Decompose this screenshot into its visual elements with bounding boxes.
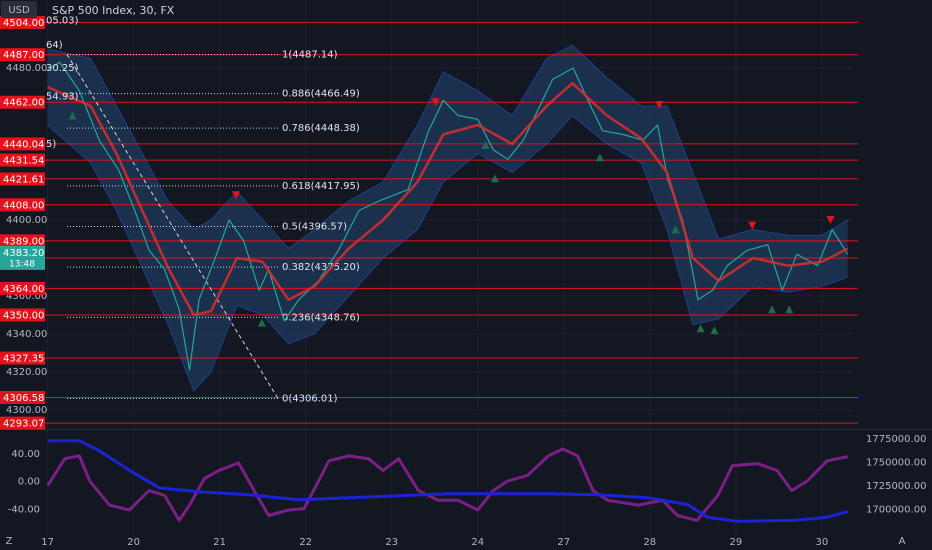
price-line-badge: [0, 137, 45, 151]
price-line-badge: [0, 234, 45, 248]
signal-down: [655, 101, 664, 110]
currency-badge[interactable]: [1, 1, 37, 18]
signal-down: [431, 98, 440, 107]
y2-tick-label: 1750000.00: [866, 457, 926, 468]
price-line-label: 4421.61: [3, 174, 44, 185]
price-line-badge: [0, 198, 45, 212]
fib-label: 0(4306.01): [282, 394, 338, 405]
price-line-badge: [0, 153, 45, 167]
y-tick-label: 4400.00: [6, 215, 47, 226]
y-tick-label: -40.00: [8, 504, 40, 515]
y2-tick-label: 1725000.00: [866, 481, 926, 492]
price-line-badge: [0, 281, 45, 295]
fib-label: 0.618(4417.95): [282, 181, 360, 192]
price-line-badge: [0, 416, 45, 430]
price-line-label: 4462.00: [3, 98, 44, 109]
fib-label: 0.886(4466.49): [282, 89, 360, 100]
last-price-badge: [0, 245, 45, 270]
price-line-badge: [0, 351, 45, 365]
signal-up: [490, 174, 499, 183]
zoom-button[interactable]: Z: [6, 536, 13, 547]
currency[interactable]: USD: [8, 5, 30, 16]
signal-down: [748, 221, 757, 230]
price-line-label: 4408.00: [3, 200, 44, 211]
price-line-label: 4293.07: [3, 419, 44, 430]
x-tick-label: 22: [299, 537, 312, 548]
band-upper: [47, 44, 848, 250]
price-line-label: 4350.00: [3, 310, 44, 321]
signal-up: [767, 305, 776, 314]
last-time: 13:48: [9, 259, 35, 269]
x-tick-label: 23: [385, 537, 398, 548]
signal-up: [710, 326, 719, 335]
x-tick-label: 29: [729, 537, 742, 548]
chart-title: S&P 500 Index, 30, FX: [52, 4, 175, 17]
signal-up: [696, 324, 705, 333]
clipped-fib-label: 64): [46, 40, 63, 51]
x-tick-label: 20: [127, 537, 140, 548]
signal-down: [231, 191, 240, 200]
fib-label: 0.5(4396.57): [282, 221, 347, 232]
moving-average: [47, 81, 849, 317]
fib-trend: [66, 54, 279, 399]
y-tick-label: 4480.00: [6, 63, 47, 74]
fib-label: 0.382(4375.20): [282, 262, 360, 273]
clipped-fib-label: 54.93): [46, 92, 79, 103]
volume-line: [47, 439, 849, 523]
y-tick-label: 0.00: [18, 477, 40, 488]
y2-tick-label: 1775000.00: [866, 434, 926, 445]
signal-up: [671, 225, 680, 234]
price-line-badge: [0, 48, 45, 62]
x-tick-label: 28: [643, 537, 656, 548]
price-line-series: [47, 61, 849, 371]
price-line-label: 4504.00: [3, 18, 44, 29]
price-line-label: 4327.35: [3, 353, 44, 364]
fib-label: 0.786(4448.38): [282, 123, 360, 134]
x-tick-label: 21: [213, 537, 226, 548]
price-line-label: 4364.00: [3, 284, 44, 295]
y-tick-label: 4340.00: [6, 329, 47, 340]
clipped-fib-label: 05.03): [46, 16, 79, 27]
y-tick-label: 4360.00: [6, 291, 47, 302]
signal-up: [785, 305, 794, 314]
price-line-label: 4306.58: [3, 393, 44, 404]
price-line-badge: [0, 95, 45, 109]
oscillator: [46, 447, 848, 522]
price-line-badge: [0, 172, 45, 186]
y-tick-label: 4300.00: [6, 405, 47, 416]
clipped-fib-label: 30.25): [46, 63, 79, 74]
signal-up: [257, 318, 266, 327]
x-tick-label: 27: [557, 537, 570, 548]
band-fill: [47, 45, 848, 391]
signal-down: [826, 215, 835, 224]
x-tick-label: 24: [471, 537, 484, 548]
price-line-badge: [0, 308, 45, 322]
signal-up: [68, 111, 77, 120]
fib-label: 0.236(4348.76): [282, 312, 360, 323]
price-line-label: 4440.04: [3, 139, 44, 150]
last-price: 4383.20: [3, 248, 44, 259]
y-tick-label: 4320.00: [6, 367, 47, 378]
y-tick-label: 40.00: [11, 449, 40, 460]
price-line-badge: [0, 390, 45, 404]
price-line-badge: [0, 15, 45, 29]
auto-scale-button[interactable]: A: [899, 536, 906, 547]
price-line-label: 4389.00: [3, 236, 44, 247]
price-line-label: 4487.00: [3, 50, 44, 61]
signal-up: [595, 153, 604, 162]
x-tick-label: 17: [41, 537, 54, 548]
price-line-label: 4431.54: [3, 156, 44, 167]
x-tick-label: 30: [816, 537, 829, 548]
y2-tick-label: 1700000.00: [866, 504, 926, 515]
signal-up: [481, 140, 490, 149]
clipped-fib-label: 5): [46, 139, 56, 150]
fib-label: 1(4487.14): [282, 49, 338, 60]
